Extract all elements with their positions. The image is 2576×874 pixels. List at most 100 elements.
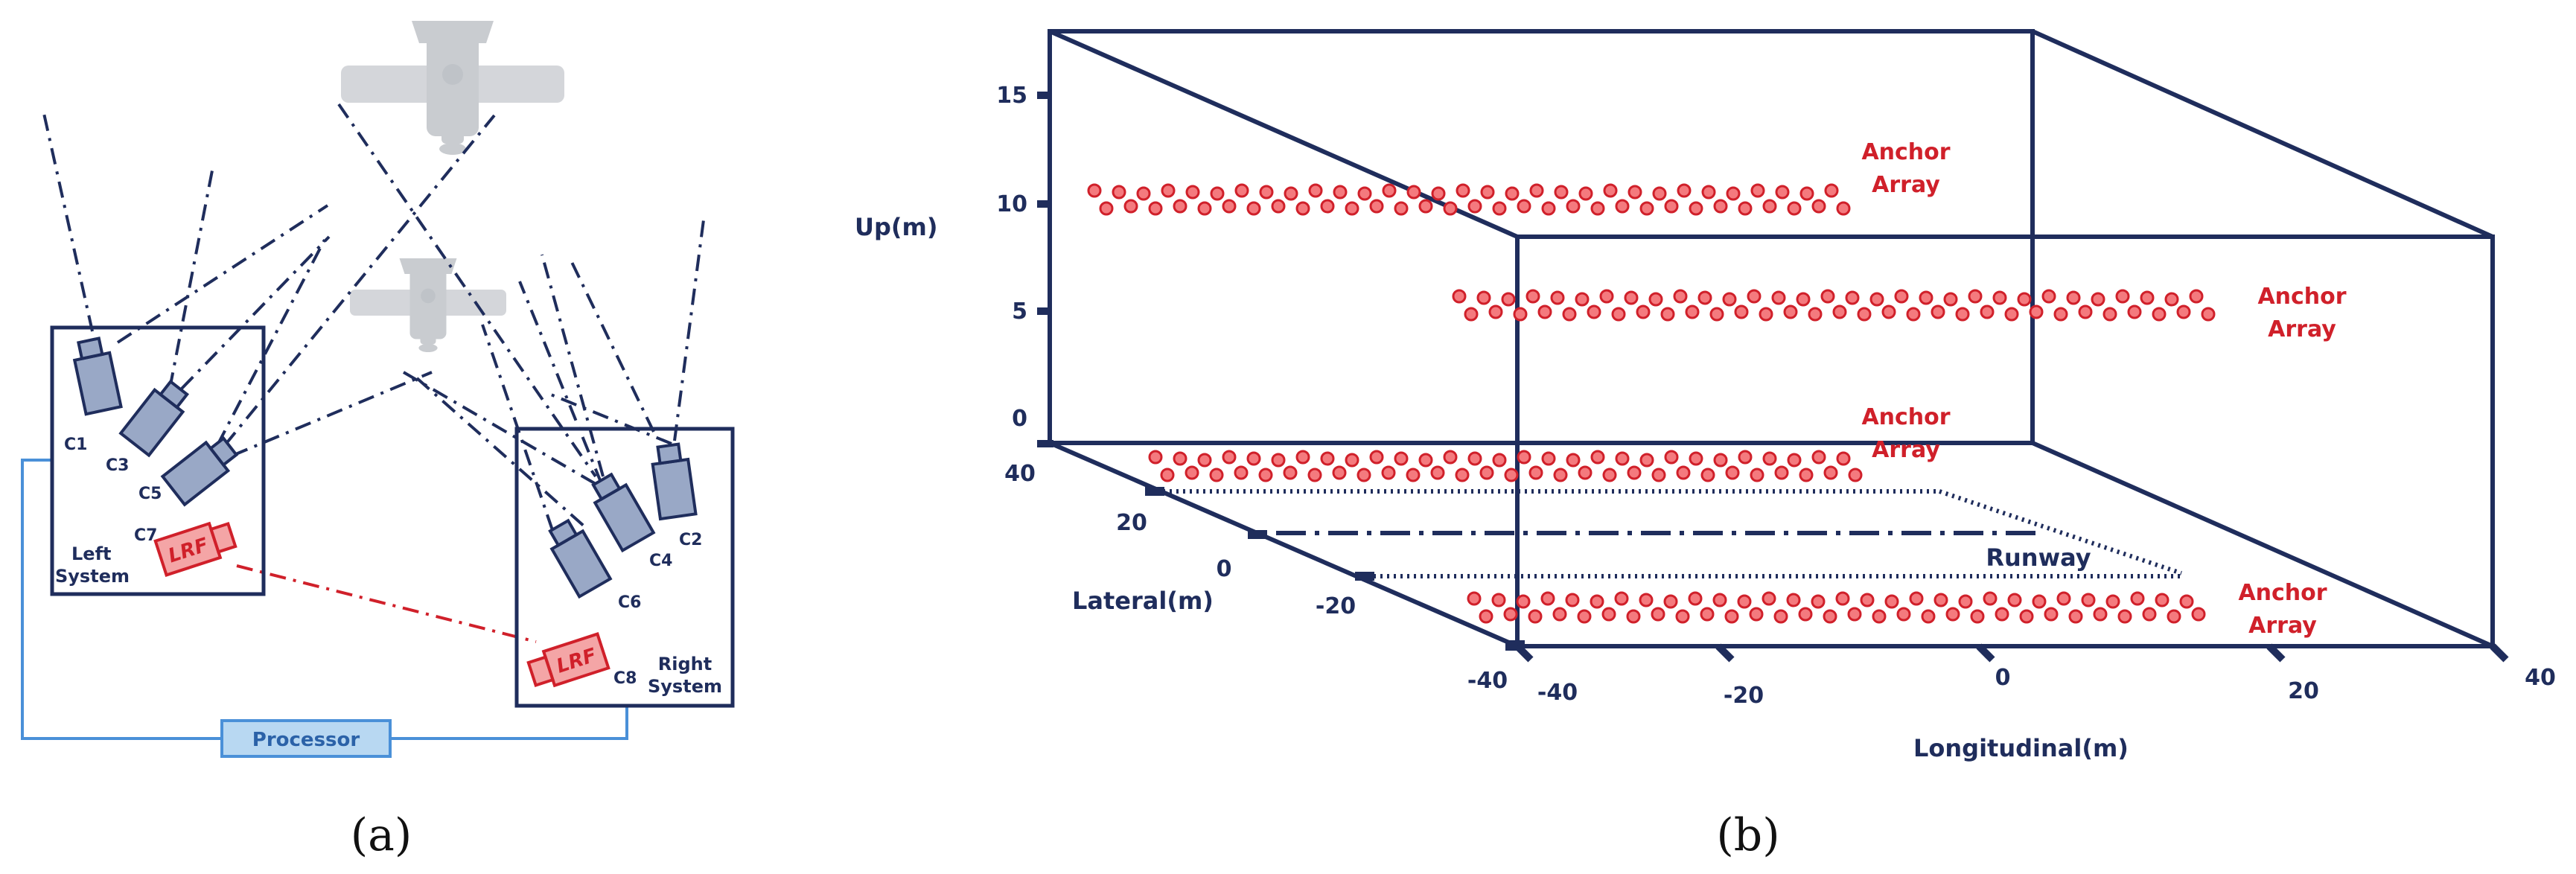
anchor-dot (1479, 609, 1493, 624)
camera-icon (591, 472, 656, 553)
anchor-dot (1492, 201, 1507, 216)
anchor-dot (1601, 607, 1616, 622)
sight-lines (42, 103, 706, 531)
left-system-label-line2: System (55, 566, 130, 587)
anchor-dot (1234, 465, 1249, 480)
anchor-array-label: Anchor (1861, 404, 1950, 430)
anchor-dot (1173, 451, 1187, 466)
anchor-dot (1455, 468, 1470, 482)
anchor-dot (1590, 201, 1605, 216)
anchor-dot (2017, 292, 2032, 307)
anchor-dot (1528, 609, 1543, 624)
lrf-device-icon: LRF (153, 521, 237, 577)
anchor-dot (2189, 289, 2204, 304)
anchor-dot (1492, 453, 1507, 468)
anchor-array-label: Array (1872, 437, 1940, 463)
anchor-dot (1284, 186, 1298, 201)
anchor-dot (2053, 307, 2068, 322)
anchor-dot (1773, 609, 1788, 624)
anchor-dot (1308, 183, 1323, 198)
anchor-dot (1476, 290, 1491, 305)
anchor-dot (1713, 453, 1728, 468)
anchor-dot (1798, 607, 1813, 622)
anchor-dot (1431, 186, 1446, 201)
anchor-dot (2191, 607, 2206, 622)
anchor-dot (1307, 468, 1322, 482)
anchor-dot (1799, 468, 1814, 482)
anchor-dot (1709, 307, 1724, 322)
anchor-dot (1921, 609, 1936, 624)
camera-icon (118, 379, 190, 458)
anchor-dot (2029, 304, 2044, 319)
anchor-dot (1283, 465, 1298, 480)
anchor-dot (1700, 468, 1715, 482)
anchor-dot (1587, 304, 1601, 319)
left-system-box (50, 325, 266, 596)
anchor-dot (1688, 591, 1703, 606)
longitudinal-tick-label: -20 (1724, 683, 1764, 709)
anchor-dot (1906, 307, 1921, 322)
anchor-dot (1651, 607, 1665, 622)
anchor-dot (1430, 465, 1445, 480)
anchor-dot (2102, 307, 2117, 322)
anchor-dot (1222, 199, 1237, 214)
anchor-dot (1860, 593, 1875, 607)
anchor-dot (1577, 609, 1592, 624)
anchor-dot (1148, 450, 1163, 465)
up-tick-label: 5 (1012, 299, 1027, 325)
anchor-dot (1528, 465, 1543, 480)
anchor-dot (1713, 199, 1728, 214)
anchor-dot (1933, 593, 1948, 607)
anchor-dot (1504, 468, 1519, 482)
anchor-dot (2041, 289, 2056, 304)
lateral-axis-ticks (1145, 487, 1525, 651)
anchor-dot (1467, 451, 1482, 466)
anchor-dot (1726, 186, 1741, 201)
anchor-dot (2081, 593, 2096, 607)
anchor-dot (1820, 289, 1835, 304)
panel-a: Processor LRF (21, 21, 735, 861)
processor-box (220, 719, 392, 758)
panel-b: 15 10 5 0 Up(m) 40 20 0 -20 -40 Lateral(… (855, 29, 2556, 861)
anchor-dot (1603, 183, 1618, 198)
anchor-dot (1590, 594, 1604, 609)
anchor-dot (2176, 304, 2191, 319)
up-axis-label: Up(m) (855, 213, 937, 241)
anchor-dot (2140, 290, 2155, 305)
anchor-dot (1271, 453, 1286, 468)
anchor-dot (1087, 183, 1102, 198)
anchor-dot (2142, 607, 2157, 622)
anchor-dot (1614, 591, 1629, 606)
processor-label: Processor (252, 729, 360, 751)
anchor-dot (2130, 591, 2145, 606)
anchor-dot (1578, 186, 1593, 201)
anchor-dot (1676, 465, 1691, 480)
anchor-dot (1123, 199, 1138, 214)
anchor-dot (1700, 607, 1715, 622)
anchor-dot (1513, 307, 1528, 322)
anchor-dot (1648, 292, 1663, 307)
anchor-dot (1734, 304, 1749, 319)
anchor-dot (1222, 450, 1237, 465)
anchor-dot (1381, 465, 1396, 480)
anchor-dot (1356, 468, 1371, 482)
anchor-dot (1320, 451, 1335, 466)
anchor-dot (1479, 465, 1494, 480)
anchor-dot (1786, 593, 1801, 607)
anchor-dot (1771, 290, 1786, 305)
anchor-dot (1824, 183, 1839, 198)
anchor-dot (1664, 450, 1679, 465)
anchor-dot (1983, 591, 1998, 606)
longitudinal-axis-label: Longitudinal(m) (1913, 734, 2129, 762)
anchor-dot (1737, 594, 1752, 609)
anchor-dot (1639, 593, 1654, 607)
anchor-dot (2032, 594, 2047, 609)
anchor-array-label: Anchor (2257, 284, 2346, 310)
camera-label-c6: C6 (618, 593, 641, 612)
anchor-array-label: Array (2248, 613, 2317, 639)
lateral-tick-label: -20 (1316, 593, 1356, 619)
anchor-dot (1578, 465, 1593, 480)
anchor-dot (1624, 290, 1639, 305)
anchor-dot (1992, 290, 2007, 305)
anchor-arrays (1087, 183, 2216, 624)
